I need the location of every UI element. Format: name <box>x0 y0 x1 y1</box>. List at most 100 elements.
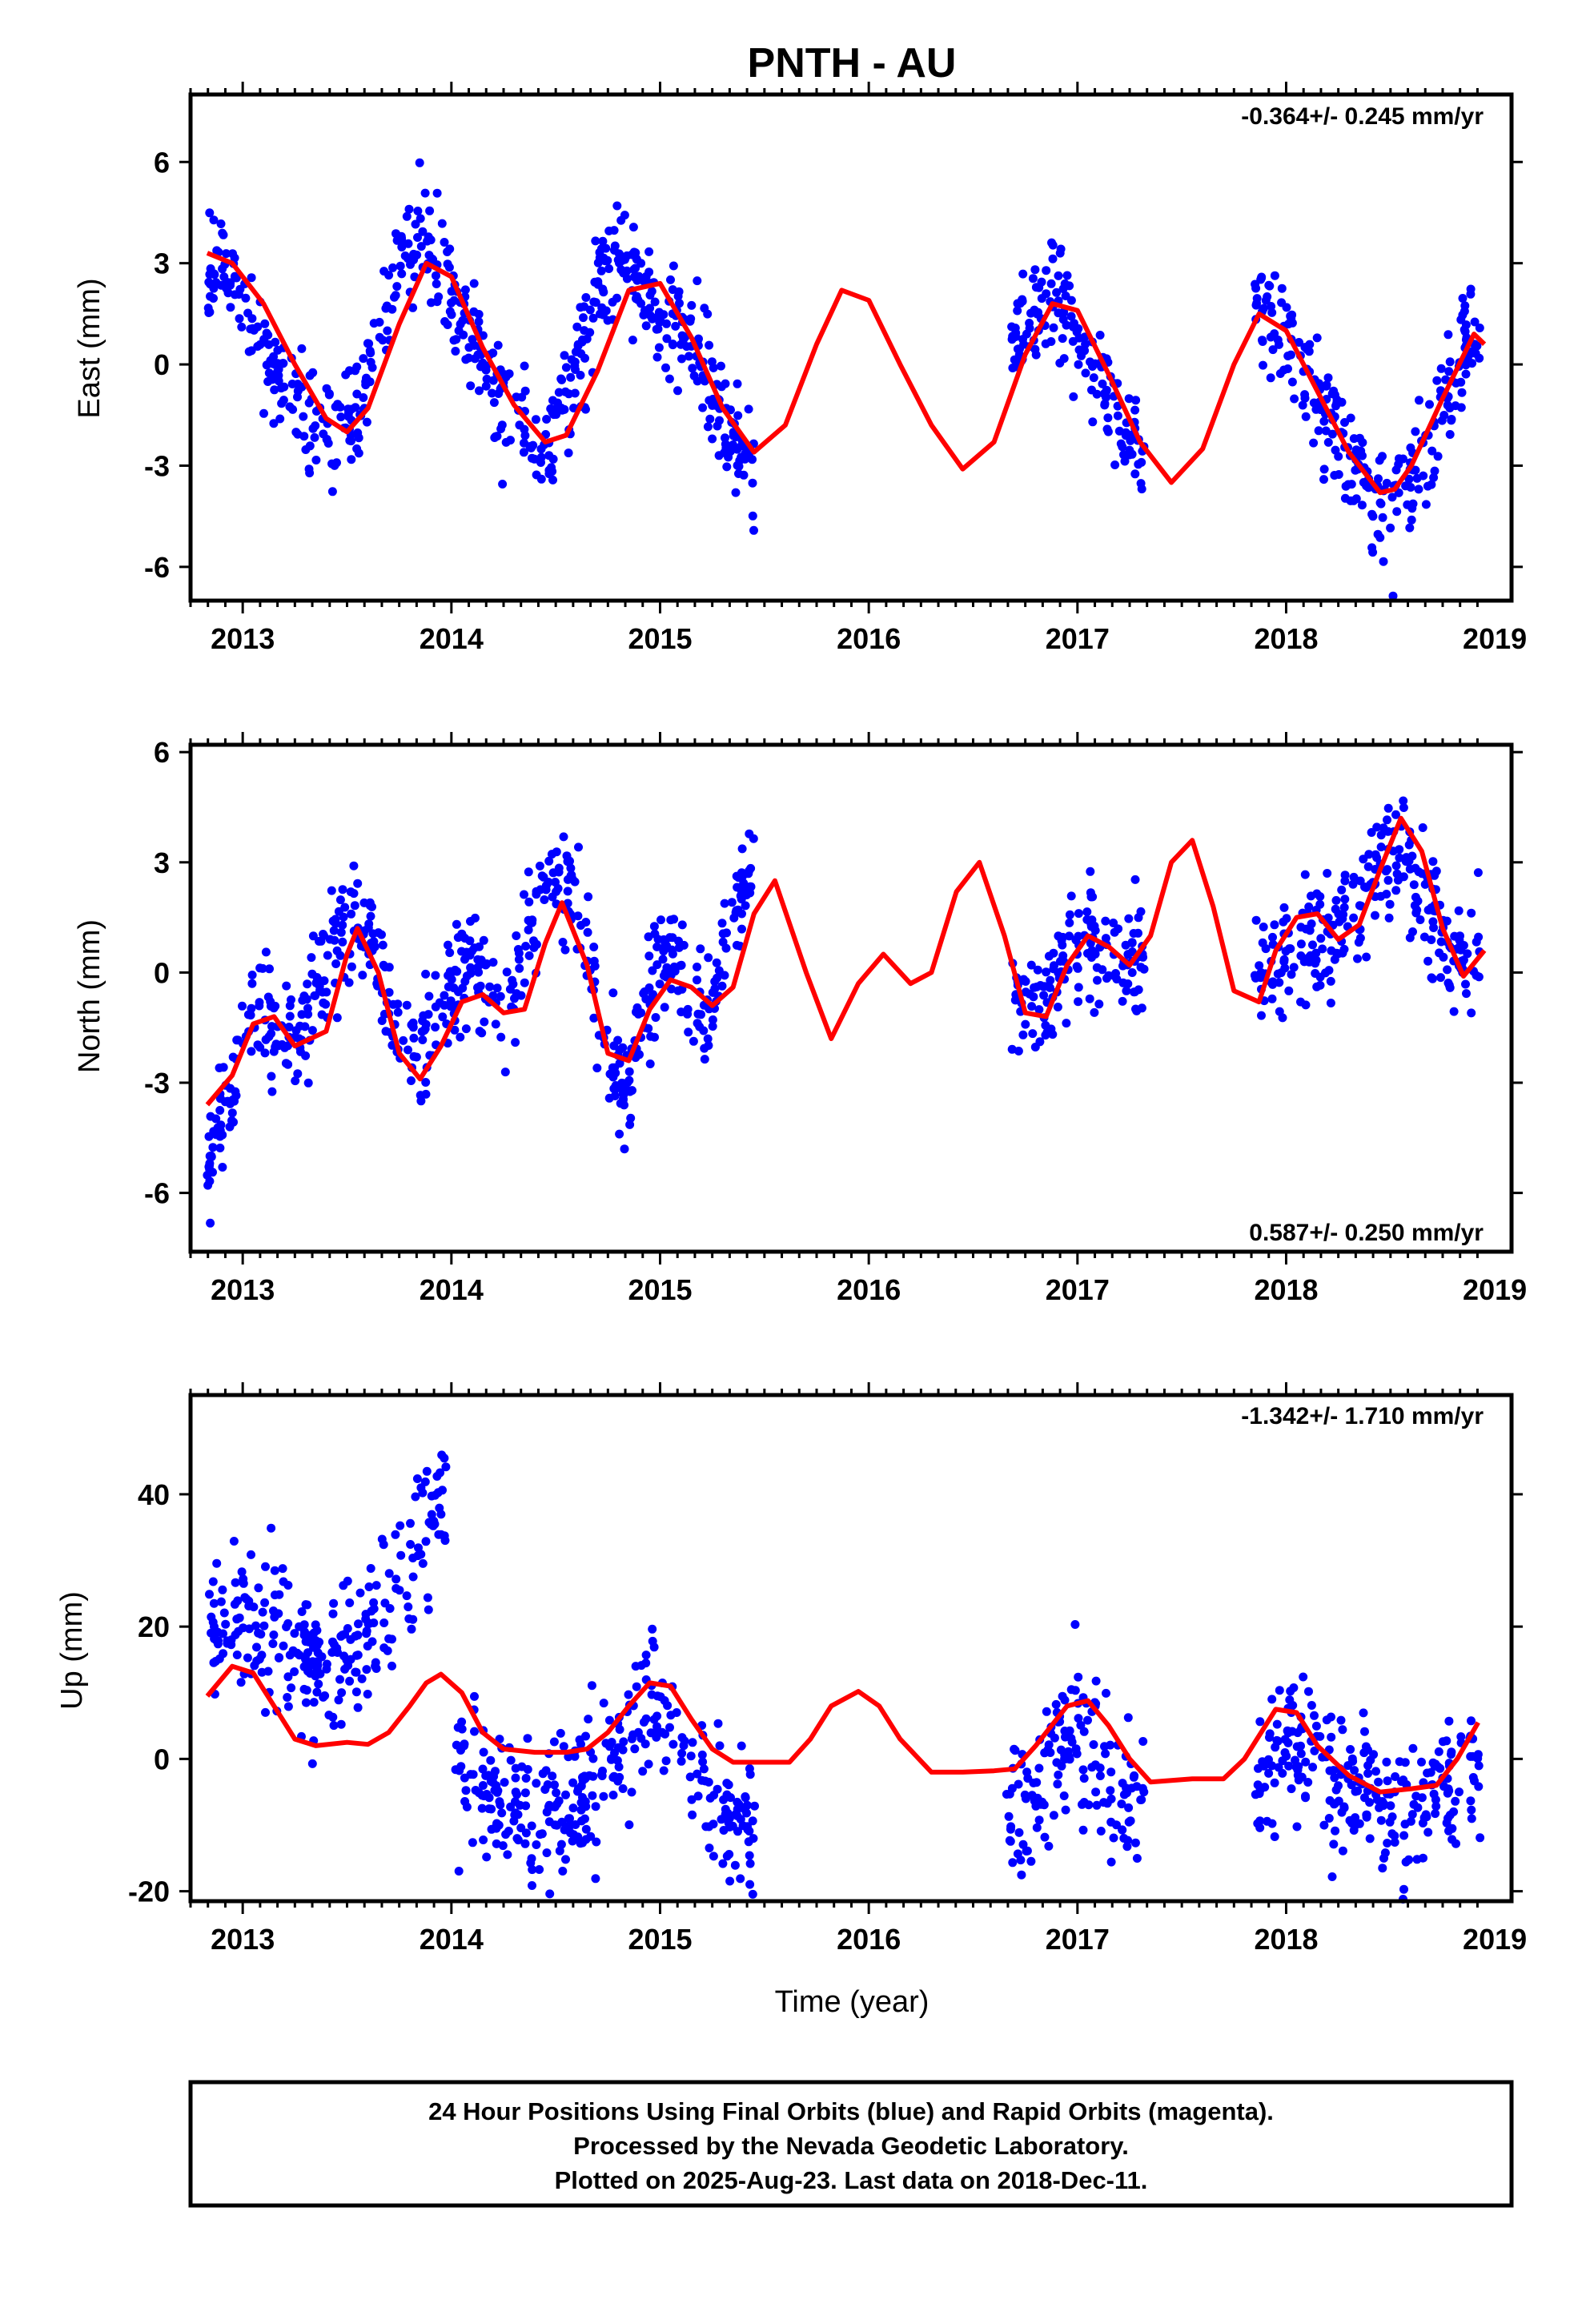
data-point <box>209 294 218 303</box>
data-point <box>1399 872 1408 882</box>
data-point <box>209 283 219 293</box>
data-point <box>368 929 378 939</box>
data-point <box>291 428 301 437</box>
data-point <box>1327 946 1336 955</box>
data-point <box>1462 989 1471 999</box>
data-point <box>436 1468 445 1478</box>
data-point <box>321 999 331 1009</box>
data-point <box>1074 1672 1083 1682</box>
data-point <box>734 873 743 883</box>
data-point <box>721 443 731 452</box>
data-point <box>1282 1751 1291 1761</box>
data-point <box>1086 922 1096 931</box>
data-point <box>283 1581 293 1590</box>
data-point <box>470 354 480 364</box>
data-point <box>274 1653 283 1663</box>
data-point <box>521 1801 531 1811</box>
data-point <box>1375 456 1384 465</box>
data-point <box>1340 876 1350 886</box>
data-point <box>351 403 360 412</box>
data-point <box>396 1550 406 1560</box>
data-point <box>1122 1842 1132 1852</box>
data-point <box>1266 373 1275 383</box>
data-point <box>568 1836 577 1846</box>
data-point <box>735 456 745 465</box>
data-point <box>1304 347 1314 356</box>
data-point <box>1014 1047 1023 1055</box>
data-point <box>615 259 624 267</box>
data-point <box>1375 498 1385 508</box>
data-point <box>1470 317 1480 327</box>
data-point <box>290 1667 299 1676</box>
data-point <box>1351 447 1361 456</box>
data-point <box>687 1795 697 1804</box>
data-point <box>1419 932 1429 942</box>
data-point <box>1130 405 1140 415</box>
data-point <box>669 1739 678 1749</box>
data-point <box>1287 310 1297 320</box>
data-point <box>1474 932 1484 942</box>
data-point <box>259 408 268 418</box>
data-point <box>1331 1799 1339 1808</box>
data-point <box>1051 1699 1061 1709</box>
data-point <box>1443 965 1452 975</box>
data-point <box>653 324 663 334</box>
y-axis: 6 3 0 -3 -6 <box>144 146 1523 584</box>
data-point <box>644 1759 653 1769</box>
data-point <box>1371 911 1379 920</box>
data-point <box>1427 446 1437 456</box>
data-point <box>589 1013 599 1023</box>
data-point <box>500 1068 510 1077</box>
data-point <box>660 1003 669 1012</box>
data-point <box>1475 353 1484 363</box>
data-point <box>247 971 257 979</box>
data-point <box>283 1702 293 1711</box>
data-point <box>1467 908 1476 918</box>
data-point <box>364 1582 374 1591</box>
data-point <box>1467 1814 1476 1823</box>
data-point <box>524 897 534 907</box>
data-point <box>718 1859 728 1868</box>
data-point <box>1076 1720 1086 1730</box>
data-point <box>1090 1760 1100 1770</box>
data-point <box>283 1059 293 1069</box>
data-point <box>313 1661 323 1670</box>
data-point <box>297 344 307 353</box>
data-point <box>1066 891 1076 901</box>
data-point <box>362 1626 371 1636</box>
data-point <box>420 1024 430 1034</box>
data-point <box>587 1681 596 1691</box>
data-point <box>328 1637 337 1647</box>
data-point <box>215 1094 225 1104</box>
data-point <box>205 308 215 317</box>
data-point <box>1447 415 1456 424</box>
data-point <box>552 1788 561 1798</box>
data-point <box>1466 289 1476 299</box>
data-point <box>416 1091 425 1100</box>
data-point <box>1392 869 1402 879</box>
data-point <box>1319 416 1329 426</box>
data-point <box>1270 329 1279 339</box>
data-point <box>420 188 430 198</box>
data-point <box>350 901 359 911</box>
data-point <box>428 255 438 264</box>
data-point <box>1048 254 1058 263</box>
data-point <box>449 336 459 345</box>
data-point <box>566 372 576 382</box>
data-point <box>1349 872 1359 882</box>
data-point <box>1374 1777 1383 1787</box>
data-point <box>1022 1847 1031 1856</box>
data-point <box>230 253 239 263</box>
data-point <box>703 309 713 319</box>
data-point <box>655 317 665 327</box>
data-point <box>329 1598 339 1608</box>
data-point <box>384 987 394 997</box>
data-point <box>1383 803 1393 813</box>
data-point <box>1466 1796 1476 1806</box>
data-point <box>1439 952 1448 962</box>
data-point <box>1407 515 1416 525</box>
data-point <box>705 396 714 405</box>
data-point <box>291 1076 300 1086</box>
data-point <box>261 947 271 957</box>
data-point <box>1404 840 1414 850</box>
